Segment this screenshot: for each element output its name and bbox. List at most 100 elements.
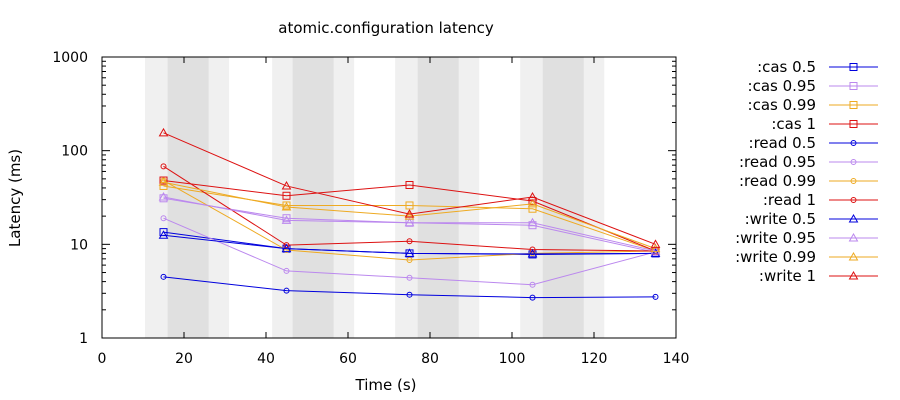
legend-label: :cas 1 xyxy=(771,115,816,133)
legend-swatch-marker xyxy=(849,82,858,90)
data-point xyxy=(281,202,292,211)
plot-border xyxy=(101,56,677,339)
series-write-0-99 xyxy=(158,177,661,253)
legend-label: :cas 0.5 xyxy=(757,58,816,76)
data-point xyxy=(405,180,414,189)
data-point xyxy=(159,176,168,185)
shaded-bands xyxy=(145,57,605,338)
legend-swatch-marker xyxy=(848,270,859,280)
x-tick-label: 20 xyxy=(175,351,193,367)
legend-label: :read 0.95 xyxy=(739,153,816,171)
legend-swatch-marker xyxy=(848,251,859,261)
shaded-band-dark xyxy=(542,57,584,338)
legend-label: :cas 0.99 xyxy=(748,96,816,114)
data-point xyxy=(406,238,413,245)
data-point xyxy=(160,215,167,222)
data-point xyxy=(160,273,167,280)
shaded-band-dark xyxy=(292,57,334,338)
data-point xyxy=(283,287,290,294)
data-point xyxy=(529,281,536,288)
data-point xyxy=(160,163,167,170)
series-line xyxy=(163,180,656,261)
legend-swatch-marker xyxy=(849,63,858,71)
data-point xyxy=(527,248,538,258)
data-point xyxy=(405,201,414,210)
series-line xyxy=(163,196,656,252)
legend-label: :read 0.99 xyxy=(739,172,816,190)
legend-label: :cas 0.95 xyxy=(748,77,816,95)
data-point xyxy=(650,243,661,253)
series-read-0-5 xyxy=(160,273,659,301)
data-point xyxy=(282,214,291,223)
shaded-band-dark xyxy=(167,57,209,338)
series-line xyxy=(163,165,656,252)
y-axis-label: Latency (ms) xyxy=(6,149,24,247)
data-point xyxy=(158,177,169,186)
x-tick-label: 60 xyxy=(339,351,357,367)
x-tick-label: 100 xyxy=(499,351,526,367)
series-line xyxy=(163,180,656,252)
series-line xyxy=(163,276,656,299)
series-write-0-95 xyxy=(158,192,661,255)
legend-label: :write 0.99 xyxy=(735,248,816,266)
legend: :cas 0.5:cas 0.95:cas 0.99:cas 1 :read 0.… xyxy=(735,58,878,285)
legend-swatch-marker xyxy=(849,120,858,128)
x-axis-label: Time (s) xyxy=(355,376,417,394)
series-line xyxy=(163,217,656,286)
legend-swatch-marker xyxy=(850,178,857,184)
data-point xyxy=(529,294,536,301)
data-point xyxy=(283,242,290,249)
data-point xyxy=(158,230,169,239)
data-point xyxy=(404,248,415,257)
y-tick-label: 100 xyxy=(61,144,88,160)
shaded-band-dark xyxy=(417,57,459,338)
data-point xyxy=(281,243,292,253)
x-axis: 0 20 40 60 80 100 120 140 xyxy=(98,57,690,367)
data-point xyxy=(158,127,169,137)
chart-title: atomic.configuration latency xyxy=(278,19,494,37)
data-point xyxy=(404,217,415,227)
data-point xyxy=(528,204,537,213)
data-point xyxy=(158,192,169,201)
data-point xyxy=(527,192,538,201)
y-tick-label: 1 xyxy=(79,331,88,347)
series-write-0-5 xyxy=(158,230,661,258)
series-line xyxy=(163,181,656,250)
data-point xyxy=(652,293,659,300)
data-point xyxy=(406,291,413,298)
x-tick-label: 0 xyxy=(98,351,107,367)
data-point xyxy=(650,239,661,248)
data-point xyxy=(281,180,292,190)
data-point xyxy=(281,215,292,224)
legend-swatch-marker xyxy=(850,197,857,203)
data-point xyxy=(527,217,538,227)
series-line xyxy=(163,132,656,245)
x-tick-label: 40 xyxy=(257,351,275,367)
series-write-1 xyxy=(158,127,661,248)
data-point xyxy=(404,211,415,220)
data-point xyxy=(282,201,291,210)
data-point xyxy=(404,209,415,218)
data-point xyxy=(406,257,413,264)
x-tick-label: 120 xyxy=(581,351,608,367)
legend-swatch-marker xyxy=(849,101,858,109)
data-point xyxy=(406,274,413,281)
legend-label: :read 1 xyxy=(763,191,816,209)
legend-swatch-marker xyxy=(850,159,857,165)
data-point xyxy=(650,245,661,255)
legend-label: :write 0.95 xyxy=(735,229,816,247)
legend-swatch-marker xyxy=(848,232,859,242)
data-point xyxy=(282,191,291,200)
y-tick-label: 10 xyxy=(70,237,88,253)
data-point xyxy=(529,246,536,253)
legend-label: :write 0.5 xyxy=(745,210,816,228)
y-tick-label: 1000 xyxy=(52,50,88,66)
data-point xyxy=(283,267,290,274)
y-axis: 1 10 100 1000 xyxy=(52,50,676,347)
legend-swatch-marker xyxy=(850,140,857,146)
series-line xyxy=(163,234,656,255)
data-point xyxy=(650,248,661,257)
x-tick-label: 140 xyxy=(663,351,690,367)
